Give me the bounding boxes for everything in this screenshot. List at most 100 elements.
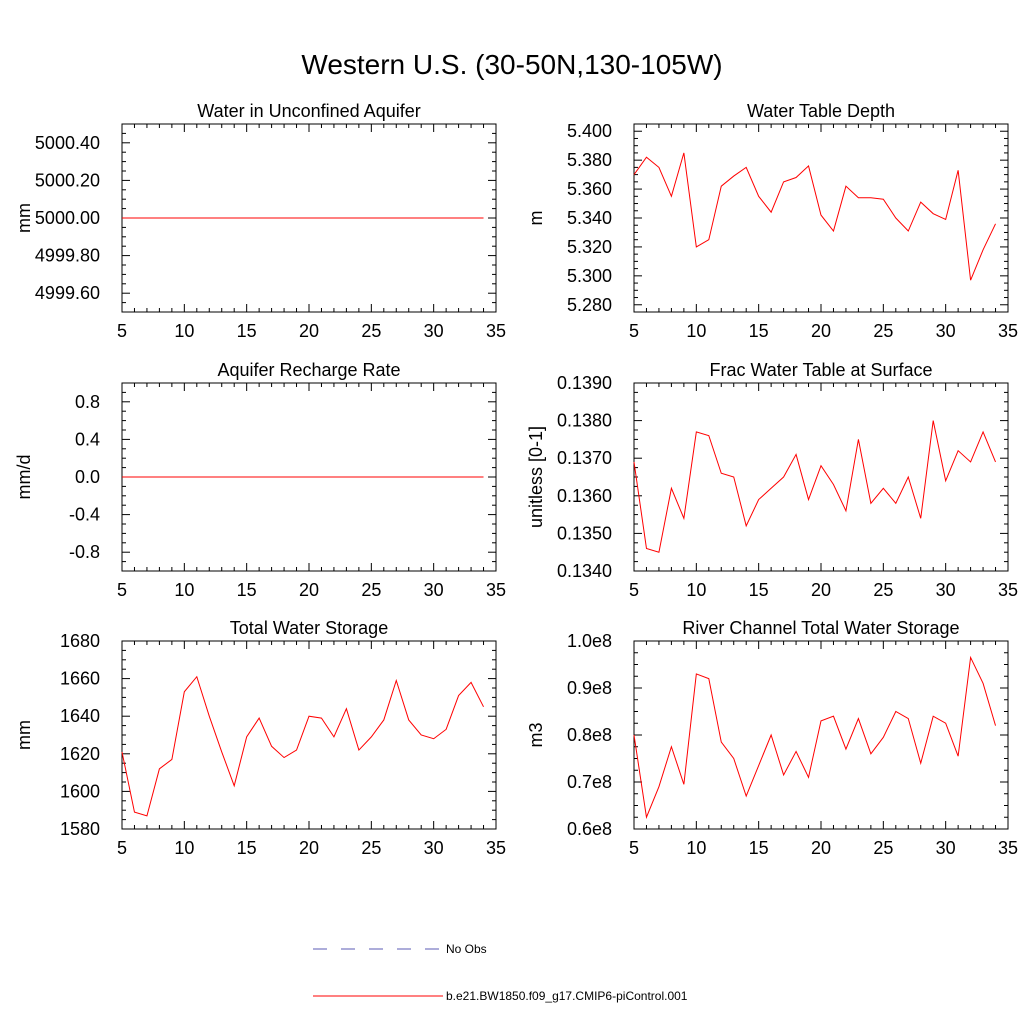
legend: No Obs b.e21.BW1850.f09_g17.CMIP6-piCont… (313, 942, 688, 1003)
y-tick-label: 1.0e8 (567, 631, 612, 651)
x-tick-label: 5 (629, 838, 639, 858)
y-axis-label: mm/d (14, 455, 34, 500)
y-tick-label: 0.4 (75, 429, 100, 449)
x-tick-label: 15 (237, 580, 257, 600)
x-tick-label: 5 (629, 580, 639, 600)
y-tick-label: 1620 (60, 744, 100, 764)
y-axis-label: mm (14, 203, 34, 233)
y-tick-label: 0.8e8 (567, 725, 612, 745)
x-tick-label: 20 (811, 321, 831, 341)
y-tick-label: 0.7e8 (567, 772, 612, 792)
x-tick-label: 10 (174, 580, 194, 600)
x-tick-label: 5 (117, 838, 127, 858)
x-tick-label: 30 (424, 321, 444, 341)
x-tick-label: 20 (811, 838, 831, 858)
y-tick-label: 5.360 (567, 179, 612, 199)
x-tick-label: 30 (936, 838, 956, 858)
series-line (121, 675, 484, 817)
series-line (633, 152, 996, 281)
y-tick-label: 0.6e8 (567, 819, 612, 839)
y-axis-label: mm (14, 720, 34, 750)
y-tick-label: 1660 (60, 669, 100, 689)
y-tick-label: 5.300 (567, 266, 612, 286)
panel-aquifer-recharge-rate: Aquifer Recharge Rate 5 10 15 20 25 30 35 -0.8 -0… (14, 360, 506, 600)
x-tick-label: 25 (873, 838, 893, 858)
legend-model-label: b.e21.BW1850.f09_g17.CMIP6-piControl.001 (446, 989, 688, 1003)
y-tick-label: 1580 (60, 819, 100, 839)
x-tick-label: 35 (486, 580, 506, 600)
x-tick-label: 25 (873, 321, 893, 341)
x-tick-label: 25 (361, 321, 381, 341)
panel-water-in-unconfined-aquifer: Water in Unconfined Aquifer 5 10 15 20 25 30 35… (14, 101, 506, 341)
x-tick-label: 20 (299, 838, 319, 858)
x-tick-label: 35 (486, 321, 506, 341)
y-axis-label: m3 (526, 722, 546, 747)
x-tick-label: 10 (686, 580, 706, 600)
y-axis-label: m (526, 211, 546, 226)
x-tick-label: 10 (686, 838, 706, 858)
legend-no-obs-label: No Obs (446, 942, 487, 956)
x-tick-label: 20 (299, 580, 319, 600)
panel-water-table-depth: Water Table Depth 5 10 15 20 25 30 35 5.280 5.300… (526, 101, 1018, 341)
panel-river-channel-total-water-storage: River Channel Total Water Storage 5 10 15 20… (526, 618, 1018, 858)
panel-title: Total Water Storage (230, 618, 388, 638)
y-tick-label: 5.400 (567, 121, 612, 141)
x-tick-label: 10 (686, 321, 706, 341)
y-tick-label: 0.9e8 (567, 678, 612, 698)
x-tick-label: 35 (998, 321, 1018, 341)
y-tick-label: 0.1350 (557, 523, 612, 543)
plot-frame (633, 123, 1009, 313)
panel-title: Water Table Depth (747, 101, 895, 121)
x-tick-label: 30 (424, 838, 444, 858)
chart-panels: Water in Unconfined Aquifer 5 10 15 20 25 30 35… (14, 101, 1018, 858)
x-tick-label: 30 (424, 580, 444, 600)
x-tick-label: 5 (117, 321, 127, 341)
panel-total-water-storage: Total Water Storage 5 10 15 20 25 30 35 1580 1600… (14, 618, 506, 858)
x-tick-label: 25 (361, 838, 381, 858)
x-tick-label: 15 (237, 321, 257, 341)
figure-title: Western U.S. (30-50N,130-105W) (301, 49, 722, 80)
series-line (633, 420, 996, 553)
y-tick-label: 5000.40 (35, 133, 100, 153)
x-tick-label: 25 (361, 580, 381, 600)
series-line (633, 655, 997, 820)
y-tick-label: 5000.00 (35, 208, 100, 228)
panel-title: Frac Water Table at Surface (709, 360, 932, 380)
y-tick-label: -0.4 (69, 505, 100, 525)
y-tick-label: -0.8 (69, 542, 100, 562)
x-tick-label: 5 (629, 321, 639, 341)
x-tick-label: 10 (174, 838, 194, 858)
x-tick-label: 35 (998, 838, 1018, 858)
x-tick-label: 15 (749, 321, 769, 341)
x-tick-label: 25 (873, 580, 893, 600)
x-tick-label: 30 (936, 321, 956, 341)
y-tick-label: 5.340 (567, 208, 612, 228)
x-tick-label: 15 (749, 838, 769, 858)
x-tick-label: 20 (811, 580, 831, 600)
x-tick-label: 35 (998, 580, 1018, 600)
x-tick-label: 5 (117, 580, 127, 600)
y-tick-label: 0.1360 (557, 486, 612, 506)
x-tick-label: 10 (174, 321, 194, 341)
panel-title: Aquifer Recharge Rate (217, 360, 400, 380)
x-tick-label: 15 (237, 838, 257, 858)
y-tick-label: 0.1340 (557, 561, 612, 581)
y-tick-label: 5.320 (567, 237, 612, 257)
y-tick-label: 1640 (60, 706, 100, 726)
y-tick-label: 0.1370 (557, 448, 612, 468)
plot-frame (633, 640, 1009, 830)
y-tick-label: 1600 (60, 781, 100, 801)
x-tick-label: 15 (749, 580, 769, 600)
y-tick-label: 5.380 (567, 150, 612, 170)
y-tick-label: 5000.20 (35, 170, 100, 190)
x-tick-label: 30 (936, 580, 956, 600)
x-tick-label: 35 (486, 838, 506, 858)
y-tick-label: 0.1380 (557, 411, 612, 431)
y-axis-label: unitless [0-1] (526, 426, 546, 528)
panel-title: River Channel Total Water Storage (682, 618, 959, 638)
y-tick-label: 0.1390 (557, 373, 612, 393)
y-tick-label: 5.280 (567, 295, 612, 315)
y-tick-label: 4999.60 (35, 283, 100, 303)
plot-frame (121, 640, 497, 830)
